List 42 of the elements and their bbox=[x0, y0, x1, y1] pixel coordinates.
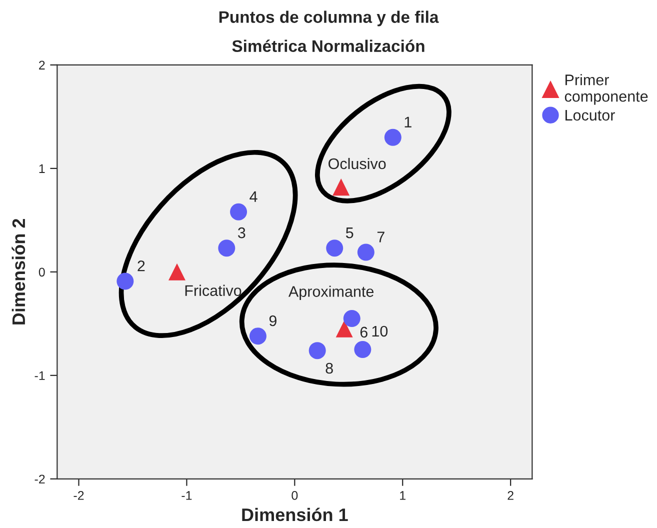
point bbox=[332, 178, 350, 196]
annotation: Aproximante bbox=[288, 286, 374, 300]
annotation: Fricativo bbox=[185, 284, 242, 296]
x-tick-label: -1 bbox=[182, 491, 192, 500]
chart-title: Puntos de columna y de fila bbox=[219, 10, 439, 26]
annotation: 7 bbox=[377, 232, 384, 242]
point bbox=[249, 328, 266, 345]
point bbox=[326, 240, 344, 257]
annotation: Oclusivo bbox=[328, 158, 386, 170]
point bbox=[354, 341, 372, 358]
y-tick-label: 1 bbox=[39, 164, 45, 173]
chart-subtitle: Simétrica Normalización bbox=[232, 40, 424, 52]
x-tick-label: 1 bbox=[400, 491, 406, 500]
annotation: 6 bbox=[360, 326, 368, 338]
y-tick-label: -1 bbox=[34, 371, 45, 380]
annotation: 8 bbox=[326, 362, 333, 374]
y-tick-label: 0 bbox=[38, 268, 45, 277]
annotation: 5 bbox=[346, 228, 354, 238]
point bbox=[230, 203, 248, 220]
point bbox=[218, 240, 236, 257]
point bbox=[308, 342, 326, 360]
annotation: 4 bbox=[250, 191, 258, 202]
point bbox=[384, 128, 402, 146]
point bbox=[168, 263, 186, 280]
legend-label: Locutor bbox=[566, 110, 615, 121]
x-tick-label: 0 bbox=[292, 491, 298, 500]
x-tick-label: -2 bbox=[74, 491, 84, 500]
point bbox=[343, 310, 360, 327]
point bbox=[336, 320, 353, 338]
y-axis-title: Dimensión 2 bbox=[12, 218, 26, 324]
legend-label: Primer componente bbox=[564, 74, 648, 105]
annotation: 3 bbox=[238, 227, 246, 238]
annotation: 9 bbox=[269, 315, 276, 326]
x-axis-title: Dimensión 1 bbox=[242, 508, 348, 522]
x-tick-label: 2 bbox=[508, 491, 514, 500]
point bbox=[116, 272, 134, 290]
annotation: 2 bbox=[138, 260, 145, 272]
annotation: 10 bbox=[372, 326, 388, 337]
annotation: 1 bbox=[404, 116, 412, 128]
point bbox=[357, 244, 374, 261]
y-tick-label: 2 bbox=[39, 60, 45, 70]
y-tick-label: -2 bbox=[34, 474, 45, 484]
